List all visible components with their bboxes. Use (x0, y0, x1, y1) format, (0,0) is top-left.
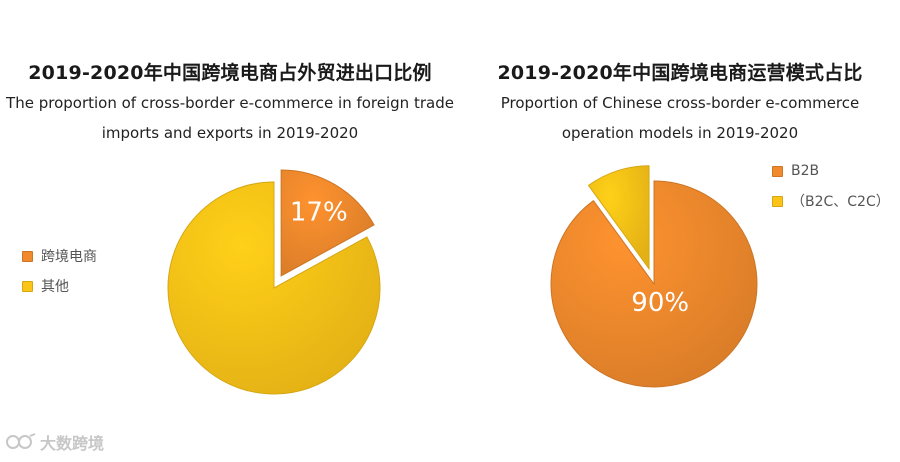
chart-right-subtitle-line-1: Proportion of Chinese cross-border e-com… (500, 94, 860, 112)
legend-label-other: 其他 (41, 279, 69, 295)
chart-right-pie: 90% (550, 165, 758, 388)
watermark: 大数跨境 (6, 430, 104, 454)
right-slice-label-0: 90% (631, 288, 689, 318)
left-slice-1 (167, 181, 381, 395)
chart-left-subtitle-line-1: The proportion of cross-border e-commerc… (6, 94, 454, 112)
left-slice-label-0: 17% (290, 197, 348, 227)
legend-swatch-other (22, 280, 33, 292)
legend-item-b2b: B2B (772, 156, 890, 186)
chart-left-legend: 跨境电商 其他 (22, 241, 97, 301)
left-slice-0 (280, 169, 375, 277)
chart-left: 2019-2020年中国跨境电商占外贸进出口比例 The proportion … (6, 62, 454, 395)
legend-label-b2b: B2B (791, 163, 820, 179)
right-slice-0 (550, 180, 758, 388)
chart-right-subtitle-line-2: operation models in 2019-2020 (561, 124, 799, 142)
right-slice-1 (587, 165, 650, 271)
legend-label-cross-border: 跨境电商 (41, 249, 97, 265)
legend-item-b2c-c2c: （B2C、C2C） (772, 186, 890, 216)
chart-right: 2019-2020年中国跨境电商运营模式占比 Proportion of Chi… (460, 0, 900, 462)
watermark-text: 大数跨境 (40, 434, 105, 453)
legend-label-b2c-c2c: （B2C、C2C） (791, 194, 890, 210)
legend-swatch-b2b (772, 165, 783, 177)
legend-item-other: 其他 (22, 271, 97, 301)
chart-left-pie: 17% (167, 169, 381, 395)
brand-logo-icon (6, 433, 36, 449)
legend-swatch-cross-border (22, 250, 33, 262)
legend-swatch-b2c-c2c (772, 195, 783, 207)
chart-right-title: 2019-2020年中国跨境电商运营模式占比 (497, 62, 863, 84)
chart-left-subtitle-line-2: imports and exports in 2019-2020 (101, 124, 359, 142)
legend-item-cross-border: 跨境电商 (22, 241, 97, 271)
chart-right-legend: B2B （B2C、C2C） (772, 156, 890, 216)
chart-left-title: 2019-2020年中国跨境电商占外贸进出口比例 (28, 62, 432, 84)
